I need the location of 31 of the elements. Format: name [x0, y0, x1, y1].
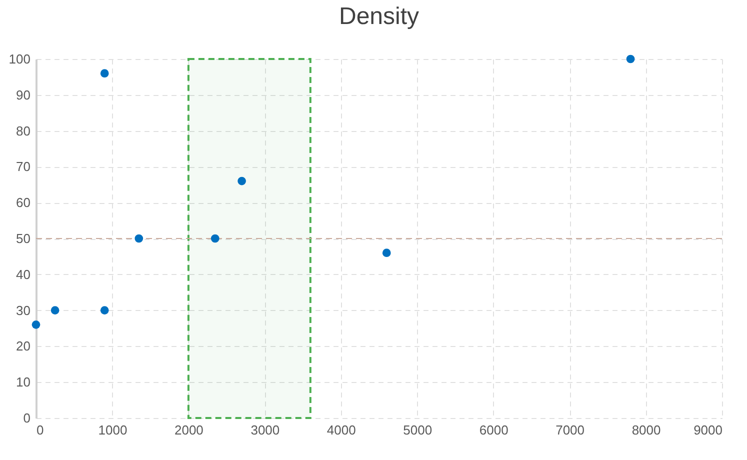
x-tick-label: 6000: [479, 422, 508, 438]
point: [32, 320, 40, 329]
point: [210, 234, 220, 243]
x-tick-label: 8000: [632, 422, 661, 438]
point: [134, 234, 144, 243]
y-tick-label: 40: [16, 266, 30, 282]
y-tick-label: 30: [16, 302, 30, 318]
y-tick-label: 10: [16, 374, 30, 390]
point: [238, 176, 246, 186]
point: [382, 248, 391, 258]
y-tick-label: 0: [23, 410, 30, 426]
chart-title: Density: [338, 3, 420, 30]
x-tick-label: 4000: [326, 422, 356, 438]
x-tick-label: 2000: [174, 422, 204, 438]
point: [50, 306, 60, 314]
y-tick-label: 60: [16, 195, 30, 210]
point: [100, 306, 109, 314]
y-tick-label: 50: [16, 231, 30, 246]
x-tick-label: 9000: [694, 422, 722, 438]
x-tick-label: 1000: [98, 422, 128, 438]
point: [100, 69, 109, 78]
x-tick-label: 7000: [556, 422, 585, 438]
x-tick-label: 0: [36, 422, 44, 438]
y-tick-label: 80: [16, 123, 30, 138]
x-tick-label: 3000: [250, 422, 280, 438]
y-tick-label: 70: [16, 159, 30, 174]
y-tick-label: 100: [8, 52, 30, 66]
x-tick-label: 5000: [403, 422, 432, 438]
y-tick-label: 20: [16, 338, 30, 354]
y-tick-label: 90: [16, 87, 30, 102]
point: [626, 54, 635, 64]
